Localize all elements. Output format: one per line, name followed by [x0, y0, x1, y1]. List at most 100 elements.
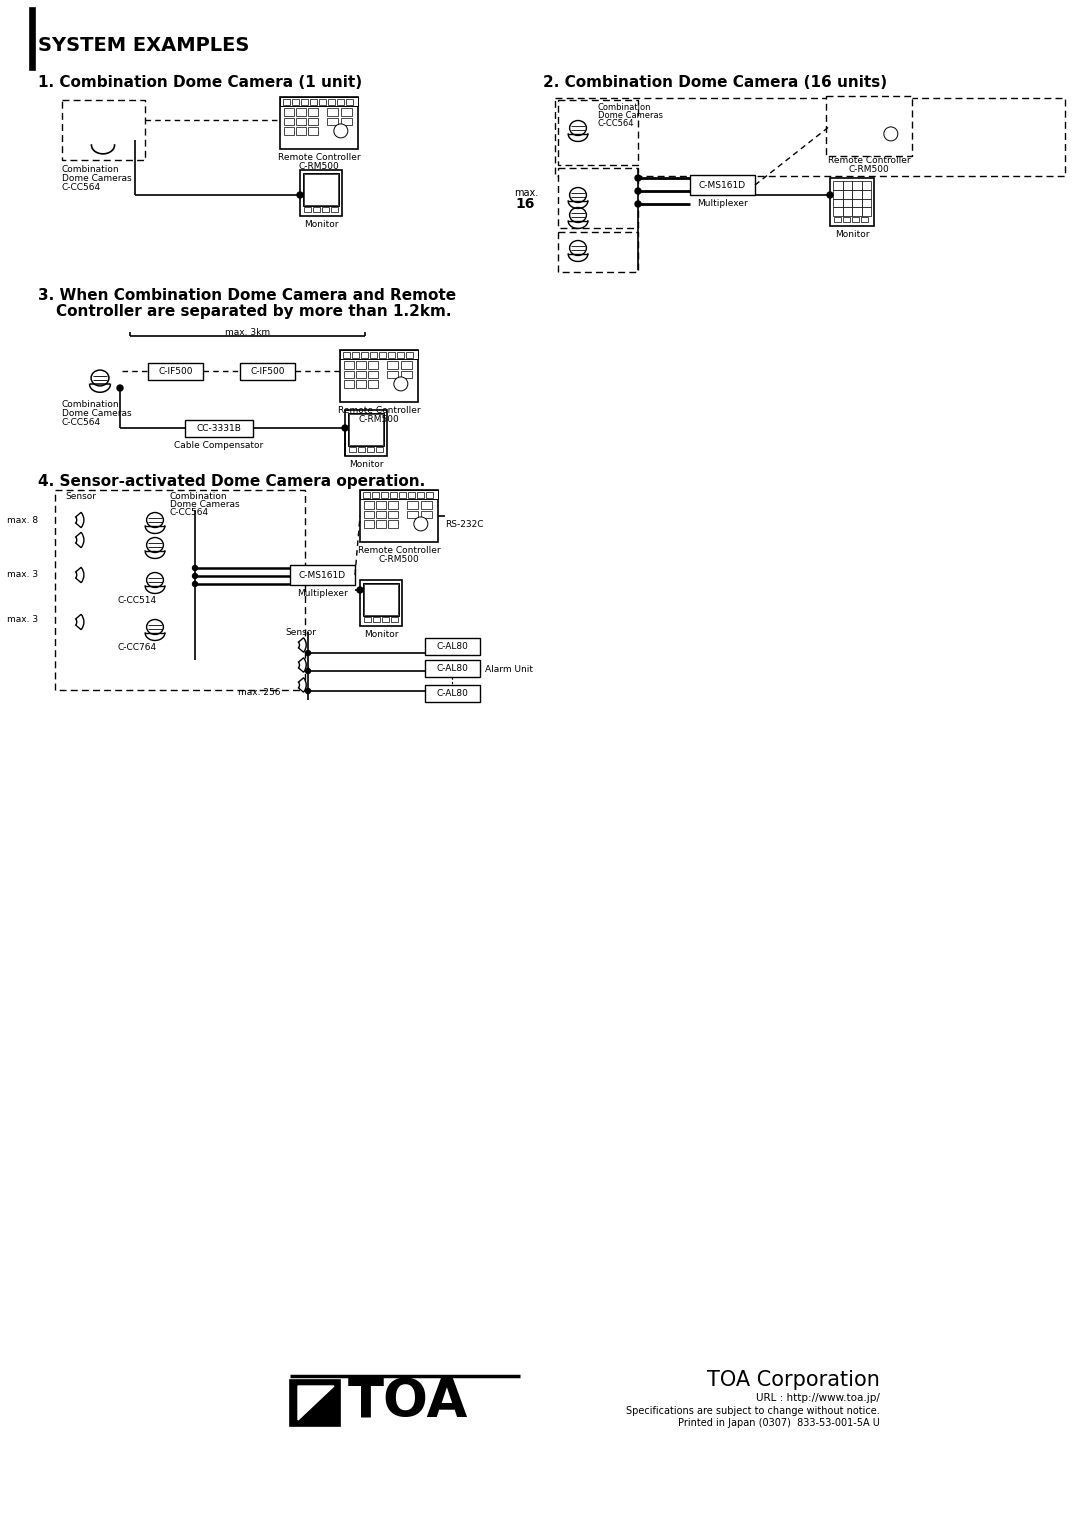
Wedge shape: [298, 637, 307, 652]
Bar: [345, 410, 387, 455]
Text: max. 8: max. 8: [6, 516, 38, 526]
Bar: [834, 217, 841, 222]
Bar: [382, 617, 389, 622]
Bar: [367, 448, 374, 452]
Wedge shape: [298, 657, 307, 672]
Bar: [280, 96, 357, 107]
Bar: [372, 492, 379, 498]
Bar: [846, 112, 856, 119]
Circle shape: [117, 385, 123, 391]
Bar: [301, 99, 308, 105]
Bar: [406, 351, 413, 358]
Bar: [408, 492, 415, 498]
Text: Remote Controller: Remote Controller: [338, 406, 420, 416]
Text: Remote Controller: Remote Controller: [827, 156, 910, 165]
Bar: [862, 208, 870, 215]
Bar: [690, 176, 755, 196]
Bar: [345, 371, 354, 379]
Bar: [292, 99, 299, 105]
Text: TOA Corporation: TOA Corporation: [707, 1371, 880, 1390]
Bar: [861, 217, 868, 222]
Ellipse shape: [569, 188, 586, 203]
Bar: [558, 232, 638, 272]
Circle shape: [357, 587, 363, 593]
Bar: [891, 121, 902, 128]
Bar: [896, 102, 903, 108]
Text: C-RM500: C-RM500: [359, 416, 400, 423]
Bar: [364, 501, 374, 509]
Bar: [387, 362, 397, 368]
Bar: [846, 130, 856, 138]
Bar: [426, 492, 433, 498]
Bar: [348, 413, 384, 446]
Text: Remote Controller: Remote Controller: [278, 153, 361, 162]
Bar: [363, 492, 370, 498]
Bar: [397, 351, 404, 358]
Bar: [426, 639, 480, 656]
Bar: [407, 510, 418, 518]
Text: Monitor: Monitor: [364, 630, 399, 639]
Ellipse shape: [569, 121, 586, 136]
Bar: [869, 102, 876, 108]
Text: max. 3: max. 3: [6, 614, 38, 623]
Ellipse shape: [569, 208, 586, 223]
Ellipse shape: [147, 619, 163, 634]
Bar: [352, 351, 359, 358]
Text: Remote Controller: Remote Controller: [357, 545, 441, 555]
Text: C-AL80: C-AL80: [436, 665, 469, 672]
Bar: [308, 108, 318, 116]
Text: 2. Combination Dome Camera (16 units): 2. Combination Dome Camera (16 units): [543, 75, 887, 90]
Text: Alarm Unit: Alarm Unit: [485, 665, 534, 674]
Text: Cable Compensator: Cable Compensator: [174, 442, 264, 451]
Bar: [349, 414, 383, 445]
Bar: [291, 1380, 340, 1426]
Bar: [62, 99, 145, 160]
Text: TOA: TOA: [348, 1377, 469, 1429]
Bar: [376, 520, 386, 527]
Bar: [148, 364, 203, 380]
Bar: [345, 380, 354, 388]
Bar: [878, 102, 885, 108]
Text: 16: 16: [515, 197, 535, 211]
Bar: [842, 180, 852, 189]
Bar: [391, 617, 399, 622]
Bar: [303, 206, 311, 212]
Bar: [833, 199, 842, 208]
Bar: [834, 121, 843, 128]
Bar: [327, 118, 338, 125]
Wedge shape: [76, 512, 84, 527]
Ellipse shape: [91, 370, 109, 387]
Ellipse shape: [569, 240, 586, 255]
Bar: [376, 501, 386, 509]
Text: Combination: Combination: [62, 400, 120, 410]
Bar: [319, 99, 326, 105]
Circle shape: [306, 669, 311, 674]
Text: C-CC564: C-CC564: [62, 183, 102, 193]
Text: max.: max.: [514, 188, 538, 199]
Text: 1. Combination Dome Camera (1 unit): 1. Combination Dome Camera (1 unit): [38, 75, 362, 90]
Ellipse shape: [147, 538, 163, 553]
Bar: [296, 118, 306, 125]
Circle shape: [306, 651, 311, 656]
Text: C-MS161D: C-MS161D: [299, 570, 346, 579]
Bar: [834, 112, 843, 119]
Bar: [852, 217, 859, 222]
Circle shape: [334, 124, 348, 138]
Text: C-IF500: C-IF500: [251, 367, 285, 376]
Bar: [343, 351, 350, 358]
Bar: [417, 492, 424, 498]
Bar: [860, 102, 867, 108]
Bar: [401, 371, 411, 379]
Text: Combination: Combination: [598, 102, 651, 112]
Bar: [361, 351, 368, 358]
Circle shape: [827, 193, 833, 199]
Bar: [185, 420, 253, 437]
Ellipse shape: [147, 573, 163, 587]
Bar: [303, 173, 339, 206]
Bar: [426, 660, 480, 677]
Bar: [388, 520, 399, 527]
Bar: [421, 510, 432, 518]
Bar: [426, 685, 480, 701]
Bar: [852, 208, 862, 215]
Bar: [284, 118, 294, 125]
